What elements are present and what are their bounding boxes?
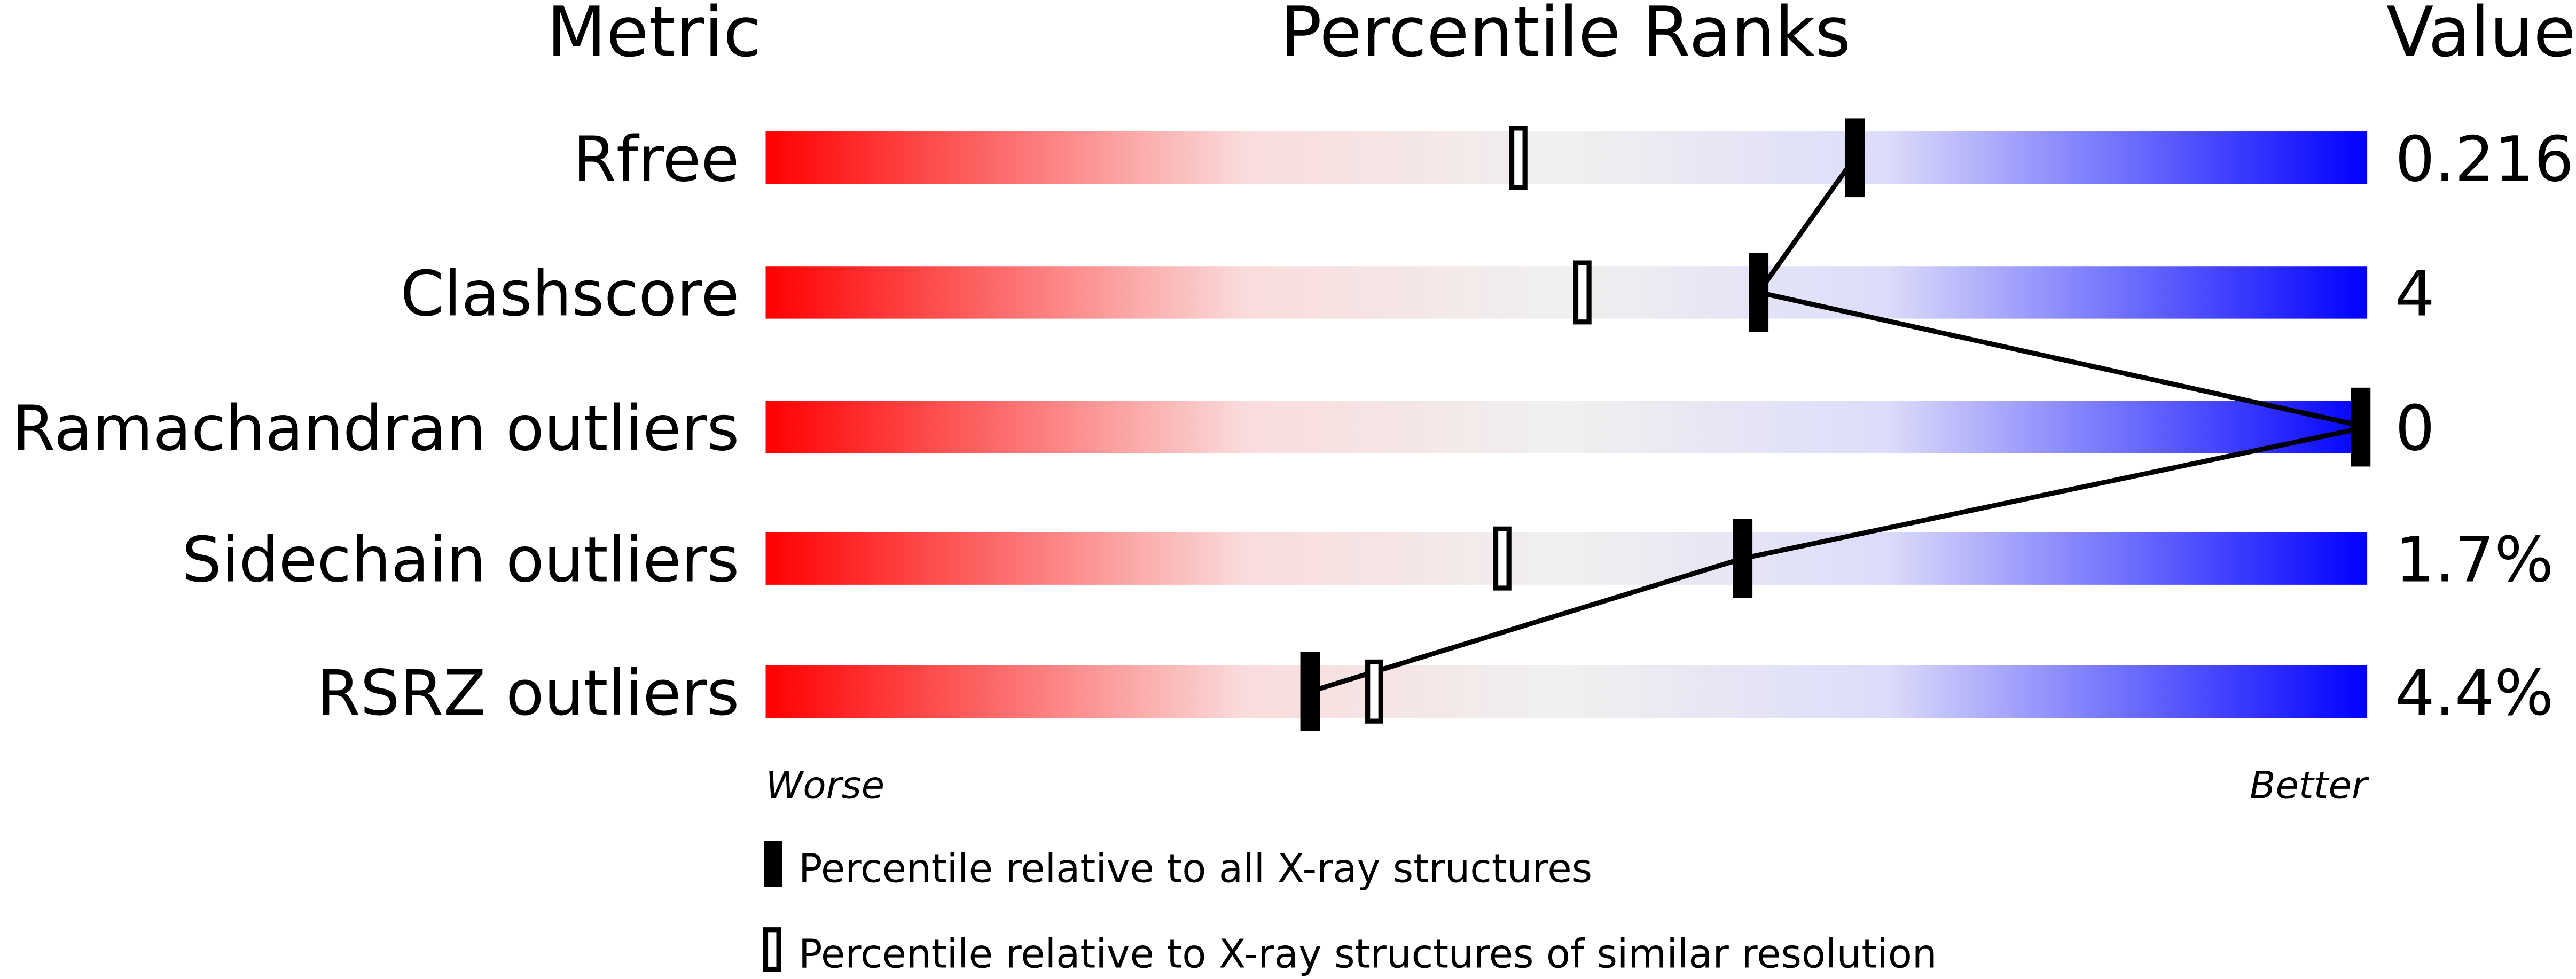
metric-value: 0.216 <box>2395 123 2574 195</box>
marker-similar-resolution <box>1509 126 1528 190</box>
percentile-bar <box>765 665 2368 718</box>
percentile-bar <box>765 401 2368 453</box>
marker-similar-resolution <box>1493 526 1512 591</box>
percentile-bar <box>765 266 2368 319</box>
axis-label-worse: Worse <box>765 763 884 808</box>
metric-label: Ramachandran outliers <box>12 393 739 465</box>
header-value: Value <box>2386 0 2576 73</box>
marker-all-structures <box>2351 387 2371 467</box>
marker-similar-resolution <box>1573 260 1592 325</box>
marker-all-structures <box>1300 652 1320 731</box>
legend-marker-filled <box>764 841 782 887</box>
metric-label: Sidechain outliers <box>182 524 739 597</box>
percentile-bar <box>765 131 2368 184</box>
marker-all-structures <box>1733 519 1753 598</box>
legend-label-all: Percentile relative to all X-ray structu… <box>798 846 1592 892</box>
legend-label-similar: Percentile relative to X-ray structures … <box>798 931 1937 977</box>
marker-all-structures <box>1749 253 1769 332</box>
axis-label-better: Better <box>2250 763 2369 808</box>
marker-all-structures <box>1845 118 1865 198</box>
metric-value: 1.7% <box>2395 524 2554 597</box>
header-percentile-ranks: Percentile Ranks <box>1280 0 1851 73</box>
metric-label: Clashscore <box>401 257 740 330</box>
metric-value: 4 <box>2395 257 2434 330</box>
metric-label: RSRZ outliers <box>317 657 739 730</box>
legend-marker-hollow <box>763 927 781 972</box>
marker-similar-resolution <box>1365 659 1383 724</box>
metric-value: 4.4% <box>2395 657 2554 730</box>
percentile-bar <box>765 532 2368 585</box>
metric-label: Rfree <box>573 123 740 195</box>
metric-value: 0 <box>2395 393 2434 465</box>
header-metric: Metric <box>547 0 762 73</box>
